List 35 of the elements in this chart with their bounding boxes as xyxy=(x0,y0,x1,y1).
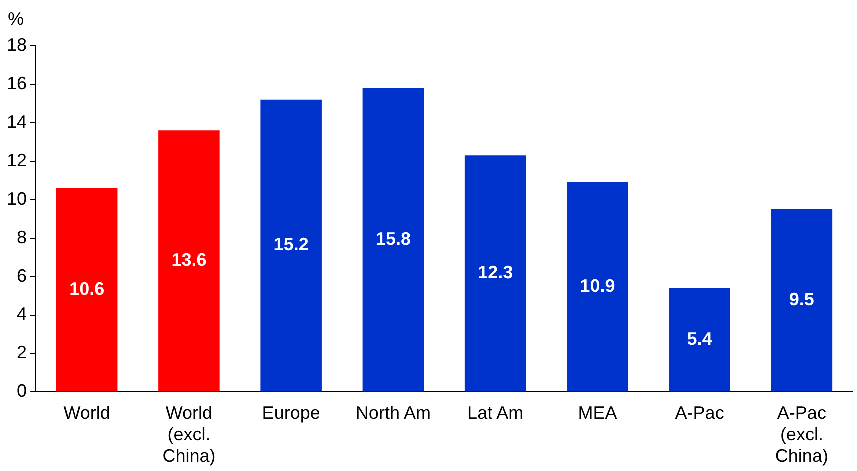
y-tick-label: 12 xyxy=(6,150,28,170)
data-label: 15.8 xyxy=(376,228,411,249)
y-tick-label: 14 xyxy=(6,112,28,132)
x-tick-label: North Am xyxy=(356,402,431,423)
y-axis-title: % xyxy=(8,8,24,29)
data-label: 15.2 xyxy=(274,234,309,255)
y-tick-label: 10 xyxy=(6,188,28,209)
y-tick-label: 18 xyxy=(6,34,28,55)
x-tick-label: A-Pac xyxy=(675,402,724,423)
data-label: 10.9 xyxy=(580,276,616,296)
bar xyxy=(260,100,322,392)
data-label: 12.3 xyxy=(478,262,514,283)
x-tick-label: A-Pac (excl. China) xyxy=(775,402,828,466)
bar xyxy=(362,88,424,392)
data-label: 13.6 xyxy=(172,250,207,270)
y-tick-label: 0 xyxy=(17,381,28,402)
x-tick-label: World xyxy=(64,402,110,423)
y-tick-label: 6 xyxy=(17,266,28,286)
data-label: 9.5 xyxy=(789,290,814,310)
bar xyxy=(771,209,833,392)
bar xyxy=(669,288,730,392)
y-tick-label: 4 xyxy=(17,304,28,324)
x-tick-label: World (excl. China) xyxy=(162,402,216,466)
x-tick-label: MEA xyxy=(578,402,618,423)
y-tick-label: 16 xyxy=(6,73,28,94)
data-label: 5.4 xyxy=(687,328,712,349)
bar xyxy=(56,188,118,392)
bar xyxy=(464,156,526,392)
y-tick-label: 8 xyxy=(17,227,28,248)
x-tick-label: Lat Am xyxy=(468,402,524,423)
data-label: 10.6 xyxy=(70,278,105,299)
y-tick-label: 2 xyxy=(17,342,28,363)
bar xyxy=(158,130,220,392)
bar xyxy=(567,182,628,392)
x-tick-label: Europe xyxy=(262,402,320,423)
